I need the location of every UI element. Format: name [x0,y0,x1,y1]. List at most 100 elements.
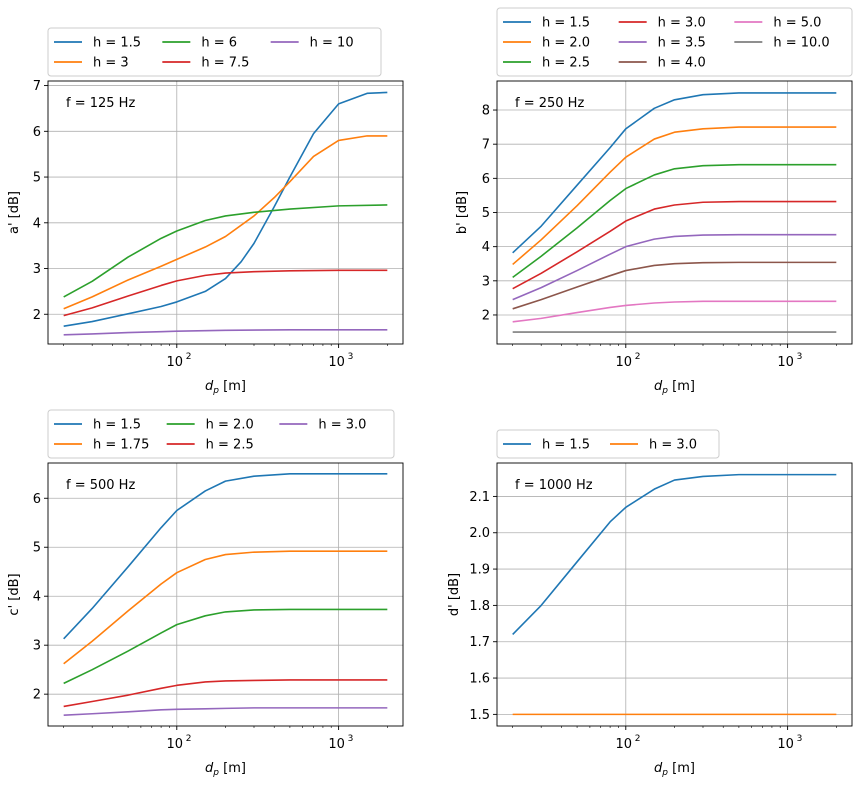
legend-label: h = 4.0 [658,56,706,71]
y-tick-label: 1.9 [469,563,490,578]
frequency-annotation: f = 250 Hz [515,96,584,111]
x-tick-label: 10 [777,355,794,370]
legend: h = 1.5 h = 1.75 h = 2.0 h = 2.5 h = 3.0 [47,409,395,459]
legend-label: h = 1.5 [93,418,141,433]
series-line-4 [512,200,837,290]
legend-label: h = 1.75 [93,438,149,453]
y-tick-label: 1.7 [469,635,490,650]
series-line-1 [63,91,388,327]
y-axis-label: d' [dB] [447,573,462,616]
axes-frame [47,80,404,345]
y-tick-label: 2 [482,308,490,323]
legend-label: h = 6 [201,36,237,51]
x-tick-label: 10 [777,737,794,752]
y-tick-label: 7 [33,79,41,94]
legend-label: h = 3 [93,56,129,71]
series-line-2 [512,126,837,266]
series-line-2 [63,550,388,665]
legend-box [47,409,395,459]
x-tick-label-exponent: 3 [797,734,803,744]
x-axis-label: dp [m] [654,379,695,396]
legend-label: h = 2.5 [206,438,254,453]
y-tick-label: 2 [33,688,41,703]
y-tick-label: 6 [33,125,41,140]
legend-label: h = 3.0 [658,16,706,31]
legend-label: h = 3.5 [658,36,706,51]
y-tick-label: 6 [33,492,41,507]
x-axis-label: dp [m] [654,761,695,778]
series-line-2 [63,135,388,310]
x-axis-label: dp [m] [205,761,246,778]
x-tick-label: 10 [328,737,345,752]
y-tick-label: 1.8 [469,599,490,614]
y-axis-label: c' [dB] [7,573,22,615]
legend-label: h = 5.0 [773,16,821,31]
series-line-3 [63,608,388,685]
y-tick-label: 1.6 [469,672,490,687]
frequency-annotation: f = 500 Hz [66,478,135,493]
series-line-7 [512,300,837,323]
y-tick-label: 4 [482,240,490,255]
x-tick-label: 10 [616,355,633,370]
legend-label: h = 1.5 [542,438,590,453]
legend-label: h = 3.0 [649,438,697,453]
legend-label: h = 1.5 [542,16,590,31]
y-tick-label: 4 [33,590,41,605]
chart-panel-bottom-right: 1.51.61.71.81.92.02.110 2 10 3dp [m]d' [dB]… [447,429,853,778]
legend-box [496,7,853,77]
legend-label: h = 2.5 [542,56,590,71]
axes-frame [496,462,853,727]
y-tick-label: 8 [482,104,490,119]
frequency-annotation: f = 125 Hz [66,96,135,111]
x-tick-label-exponent: 3 [348,734,354,744]
y-tick-label: 1.5 [469,708,490,723]
axes-frame [47,462,404,727]
y-axis-label: a' [dB] [7,191,22,234]
y-tick-label: 2.0 [469,526,490,541]
legend: h = 1.5 h = 2.0 h = 2.5 h = 3.0 h = 3.5 h = 4… [496,7,853,77]
y-tick-label: 7 [482,138,490,153]
x-tick-label-exponent: 3 [348,352,354,362]
x-tick-label-exponent: 3 [797,352,803,362]
y-tick-label: 3 [33,262,41,277]
series-line-1 [512,92,837,254]
x-tick-label-exponent: 2 [186,734,192,744]
legend: h = 1.5 h = 3.0 [496,429,720,459]
y-tick-label: 5 [482,206,490,221]
x-tick-label-exponent: 2 [635,352,641,362]
y-tick-label: 6 [482,172,490,187]
x-tick-label: 10 [328,355,345,370]
x-tick-label-exponent: 2 [635,734,641,744]
y-tick-label: 3 [482,274,490,289]
y-axis-label: b' [dB] [455,191,470,234]
series-line-3 [63,204,388,298]
legend-label: h = 3.0 [318,418,366,433]
legend-label: h = 2.0 [542,36,590,51]
series-line-5 [63,329,388,336]
legend-label: h = 1.5 [93,36,141,51]
x-tick-label: 10 [167,355,184,370]
series-line-1 [512,473,837,636]
series-line-4 [63,269,388,317]
y-tick-label: 2 [33,308,41,323]
y-tick-label: 5 [33,541,41,556]
legend-label: h = 10.0 [773,36,829,51]
y-tick-label: 2.1 [469,490,490,505]
y-tick-label: 3 [33,639,41,654]
series-line-1 [63,472,388,640]
series-line-6 [512,261,837,310]
legend-box [47,27,382,77]
legend: h = 1.5 h = 3 h = 6 h = 7.5 h = 10 [47,27,382,77]
y-tick-label: 4 [33,216,41,231]
frequency-annotation: f = 1000 Hz [515,478,593,493]
series-line-5 [63,707,388,717]
legend-label: h = 10 [310,36,354,51]
x-tick-label: 10 [167,737,184,752]
legend-label: h = 2.0 [206,418,254,433]
series-line-5 [512,233,837,301]
x-axis-label: dp [m] [205,379,246,396]
